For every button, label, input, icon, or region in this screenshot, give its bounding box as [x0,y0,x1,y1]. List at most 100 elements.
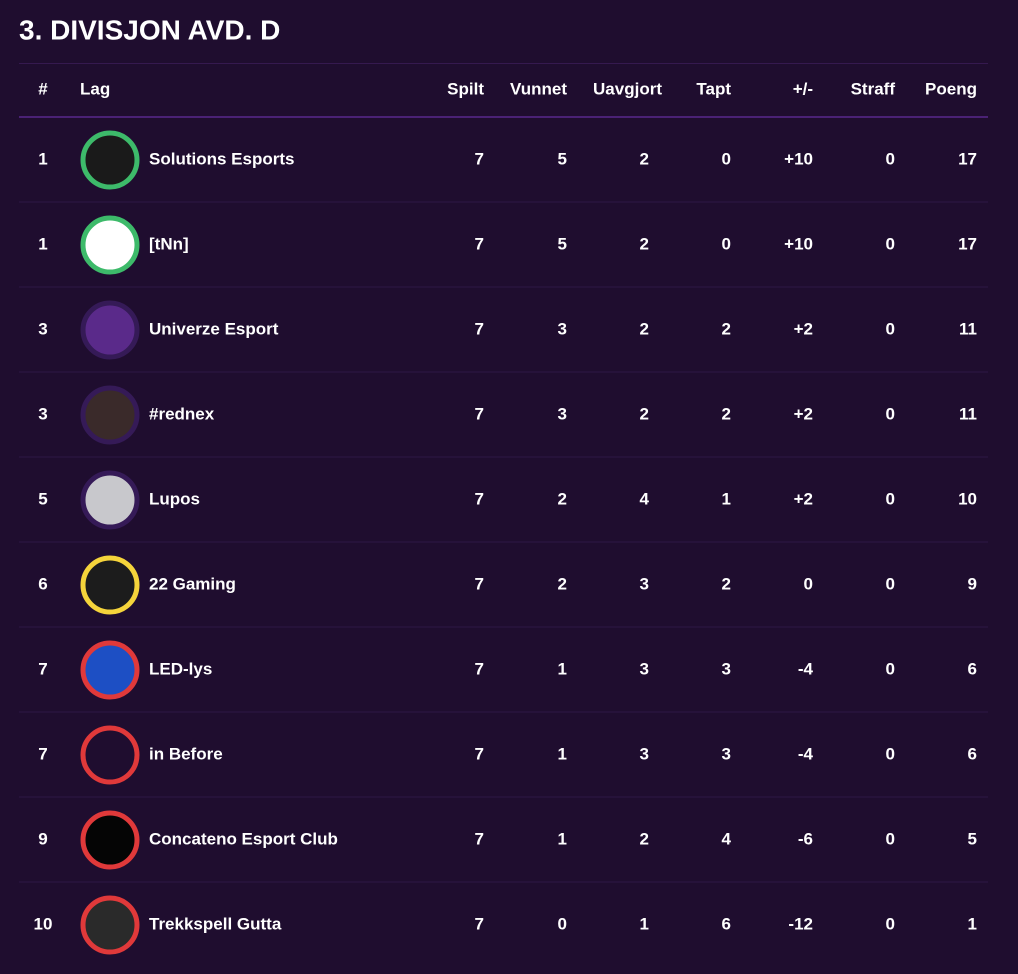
table-cell: 0 [886,149,895,168]
table-cell: 7 [475,829,484,848]
team-name: Lupos [149,489,200,508]
table-cell: 7 [475,319,484,338]
table-cell: 0 [804,574,813,593]
table-cell: 2 [640,149,649,168]
table-cell: +10 [784,149,813,168]
table-cell: +2 [794,319,813,338]
table-cell: 7 [38,659,47,678]
table-cell: 0 [886,234,895,253]
table-cell: 0 [886,574,895,593]
table-cell: 7 [475,744,484,763]
table-cell: 9 [968,574,977,593]
table-cell: 3 [38,319,47,338]
column-header: Spilt [447,79,484,98]
column-header: Tapt [696,79,731,98]
table-cell: 3 [640,744,649,763]
table-cell: 7 [475,489,484,508]
team-logo-ring [80,130,140,190]
table-cell: 0 [886,404,895,423]
team-name: #rednex [149,404,215,423]
team-name: Univerze Esport [149,319,279,338]
table-cell: 2 [722,404,731,423]
table-cell: 11 [959,319,977,338]
table-cell: 1 [558,829,567,848]
table-cell: 1 [38,149,47,168]
table-cell: 0 [722,234,731,253]
table-cell: 17 [958,149,977,168]
table-cell: 2 [640,319,649,338]
table-cell: 2 [722,319,731,338]
table-cell: 0 [886,489,895,508]
team-logo-ring [80,385,140,445]
table-cell: 0 [886,829,895,848]
table-cell: 1 [968,914,977,933]
column-header: Lag [80,79,110,98]
team-logo-ring [80,895,140,955]
team-logo-ring [80,555,140,615]
table-cell: 6 [968,659,977,678]
title: 3. DIVISJON AVD. D [19,14,280,45]
table-cell: 2 [640,829,649,848]
table-cell: 3 [722,659,731,678]
table-cell: 3 [38,404,47,423]
table-cell: -6 [798,829,813,848]
table-cell: 17 [958,234,977,253]
table-cell: 2 [558,574,567,593]
table-cell: 0 [722,149,731,168]
column-header: Uavgjort [593,79,662,98]
table-cell: 11 [959,404,977,423]
team-name: Concateno Esport Club [149,829,338,848]
team-name: Trekkspell Gutta [149,914,282,933]
team-name: Solutions Esports [149,149,294,168]
table-cell: 1 [558,744,567,763]
table-cell: +10 [784,234,813,253]
table-cell: 6 [38,574,47,593]
column-header: +/- [793,79,813,98]
table-cell: 7 [475,574,484,593]
team-logo-ring [80,725,140,785]
table-cell: 0 [886,659,895,678]
table-cell: 3 [640,659,649,678]
table-cell: 5 [558,149,567,168]
team-name: LED-lys [149,659,212,678]
table-cell: 1 [640,914,649,933]
team-logo-ring [80,215,140,275]
table-cell: 9 [38,829,47,848]
table-cell: 7 [475,914,484,933]
table-cell: +2 [794,404,813,423]
table-cell: 2 [558,489,567,508]
team-logo-ring [80,300,140,360]
table-cell: 5 [558,234,567,253]
table-cell: 4 [722,829,732,848]
table-cell: 2 [640,404,649,423]
table-cell: 5 [38,489,47,508]
table-cell: 3 [640,574,649,593]
table-cell: 10 [34,914,53,933]
team-logo-ring [80,470,140,530]
table-cell: 3 [558,319,567,338]
table-cell: 1 [722,489,731,508]
table-cell: 6 [968,744,977,763]
table-cell: 7 [475,149,484,168]
table-cell: 7 [475,404,484,423]
table-cell: 7 [38,744,47,763]
table-cell: 2 [640,234,649,253]
table-cell: 7 [475,234,484,253]
table-cell: -12 [788,914,813,933]
table-cell: 10 [958,489,977,508]
table-cell: 3 [722,744,731,763]
table-cell: 2 [722,574,731,593]
column-header: Poeng [925,79,977,98]
team-name: [tNn] [149,234,189,253]
team-logo-ring [80,640,140,700]
table-cell: 0 [886,744,895,763]
table-cell: 1 [38,234,47,253]
table-cell: -4 [798,744,814,763]
table-cell: 0 [886,914,895,933]
team-name: 22 Gaming [149,574,236,593]
column-header: Straff [851,79,896,98]
table-cell: +2 [794,489,813,508]
team-name: in Before [149,744,223,763]
